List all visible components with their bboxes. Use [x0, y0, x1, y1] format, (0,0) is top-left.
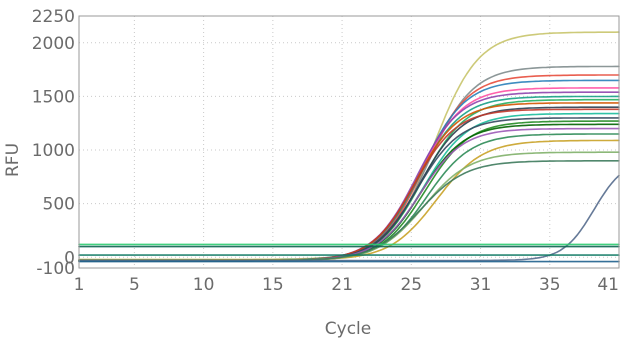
series-line: [78, 108, 620, 262]
series-line: [78, 91, 620, 262]
series-lines: [78, 31, 620, 263]
series-line: [78, 98, 620, 262]
y-tick-label: 1500: [32, 87, 75, 107]
series-line: [78, 123, 620, 262]
series-line: [78, 139, 620, 261]
y-tick-label: 2000: [32, 34, 75, 54]
y-axis-label: RFU: [3, 143, 23, 177]
plot-frame: [78, 15, 620, 269]
series-line: [78, 160, 620, 262]
series-line: [78, 95, 620, 261]
x-tick-label: 25: [400, 275, 422, 295]
series-line: [78, 31, 620, 261]
x-tick-label: 1: [74, 275, 85, 295]
x-axis-label: Cycle: [325, 319, 371, 339]
x-tick-label: 31: [470, 275, 492, 295]
y-tick-label: 2250: [32, 7, 75, 27]
series-line: [78, 106, 620, 262]
y-tick-label: -100: [36, 259, 75, 279]
x-tick-label: 5: [129, 275, 140, 295]
x-tick-label: 41: [597, 275, 619, 295]
series-line: [78, 127, 620, 262]
x-tick-label: 35: [539, 275, 561, 295]
series-line: [78, 102, 620, 262]
y-tick-label: 1000: [32, 141, 75, 161]
series-line: [78, 65, 620, 261]
series-line: [78, 174, 620, 262]
series-line: [78, 117, 620, 262]
y-tick-label: 0: [64, 248, 75, 268]
x-tick-label: 10: [193, 275, 215, 295]
x-tick-label: 15: [262, 275, 284, 295]
x-tick-label: 21: [331, 275, 353, 295]
y-tick-label: 500: [43, 195, 75, 215]
